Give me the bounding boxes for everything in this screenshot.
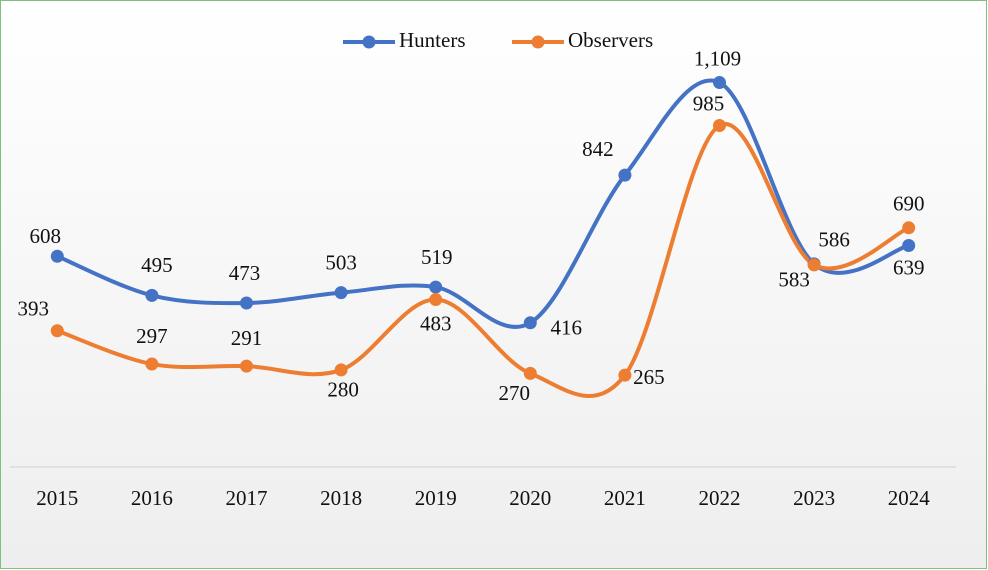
data-label: 495 [141, 253, 173, 277]
x-tick-label: 2019 [415, 486, 457, 510]
point [523, 316, 537, 330]
data-label: 639 [893, 255, 925, 279]
point [429, 280, 443, 294]
point [713, 119, 726, 133]
x-tick-label: 2023 [793, 486, 835, 510]
x-tick-label: 2018 [320, 486, 362, 510]
data-label: 393 [18, 297, 50, 321]
x-tick-label: 2016 [131, 486, 173, 510]
data-label: 842 [582, 137, 614, 161]
point [807, 258, 821, 272]
data-label: 265 [633, 365, 665, 389]
point [902, 221, 916, 235]
point [429, 293, 443, 307]
data-label: 586 [818, 228, 850, 252]
legend-label: Hunters [399, 28, 466, 52]
point [145, 288, 159, 302]
x-tick-label: 2022 [699, 486, 741, 510]
data-label: 270 [499, 381, 531, 405]
point [240, 359, 253, 373]
data-label: 503 [325, 250, 357, 274]
data-label: 297 [136, 324, 168, 348]
point [618, 368, 632, 382]
legend-label: Observers [568, 28, 653, 52]
data-label: 985 [693, 91, 725, 115]
data-label: 583 [778, 268, 810, 292]
point [334, 286, 348, 300]
point [145, 357, 159, 371]
data-label: 416 [551, 316, 583, 340]
point [902, 238, 916, 252]
data-label: 280 [327, 378, 359, 402]
point [713, 76, 726, 90]
data-label: 690 [893, 192, 925, 216]
legend-marker [531, 35, 545, 49]
x-tick-label: 2024 [888, 486, 931, 510]
data-label: 608 [30, 224, 62, 248]
data-label: 1,109 [694, 46, 741, 70]
x-tick-label: 2017 [226, 486, 268, 510]
point [618, 168, 632, 182]
point [50, 324, 64, 338]
data-label: 483 [420, 311, 452, 335]
x-tick-label: 2020 [509, 486, 551, 510]
data-label: 291 [231, 326, 263, 350]
point [50, 249, 64, 263]
x-tick-label: 2015 [36, 486, 78, 510]
data-label: 519 [421, 245, 453, 269]
x-tick-label: 2021 [604, 486, 646, 510]
point [240, 296, 253, 310]
point [334, 363, 348, 377]
point [523, 366, 537, 380]
legend-marker [362, 35, 376, 49]
data-label: 473 [229, 261, 261, 285]
